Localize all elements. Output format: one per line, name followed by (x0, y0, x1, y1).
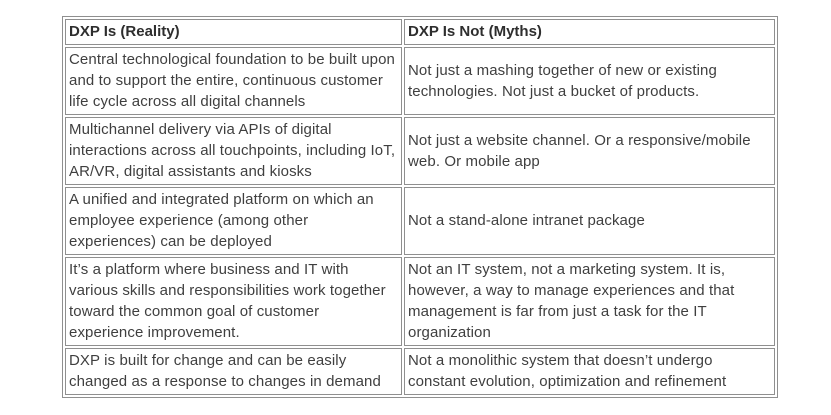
cell-reality: Central technological foundation to be b… (65, 47, 402, 115)
cell-reality: Multichannel delivery via APIs of digita… (65, 117, 402, 185)
column-header-myths: DXP Is Not (Myths) (404, 19, 775, 45)
column-header-reality: DXP Is (Reality) (65, 19, 402, 45)
cell-myth: Not just a website channel. Or a respons… (404, 117, 775, 185)
dxp-comparison-table: DXP Is (Reality) DXP Is Not (Myths) Cent… (62, 16, 778, 398)
cell-reality: A unified and integrated platform on whi… (65, 187, 402, 255)
table-row: It’s a platform where business and IT wi… (65, 257, 775, 346)
table-row: A unified and integrated platform on whi… (65, 187, 775, 255)
cell-reality: It’s a platform where business and IT wi… (65, 257, 402, 346)
table-row: Multichannel delivery via APIs of digita… (65, 117, 775, 185)
cell-myth: Not a monolithic system that doesn’t und… (404, 348, 775, 395)
cell-myth: Not just a mashing together of new or ex… (404, 47, 775, 115)
cell-myth: Not a stand-alone intranet package (404, 187, 775, 255)
cell-myth: Not an IT system, not a marketing system… (404, 257, 775, 346)
table-row: DXP is built for change and can be easil… (65, 348, 775, 395)
table-row: Central technological foundation to be b… (65, 47, 775, 115)
header-row: DXP Is (Reality) DXP Is Not (Myths) (65, 19, 775, 45)
cell-reality: DXP is built for change and can be easil… (65, 348, 402, 395)
